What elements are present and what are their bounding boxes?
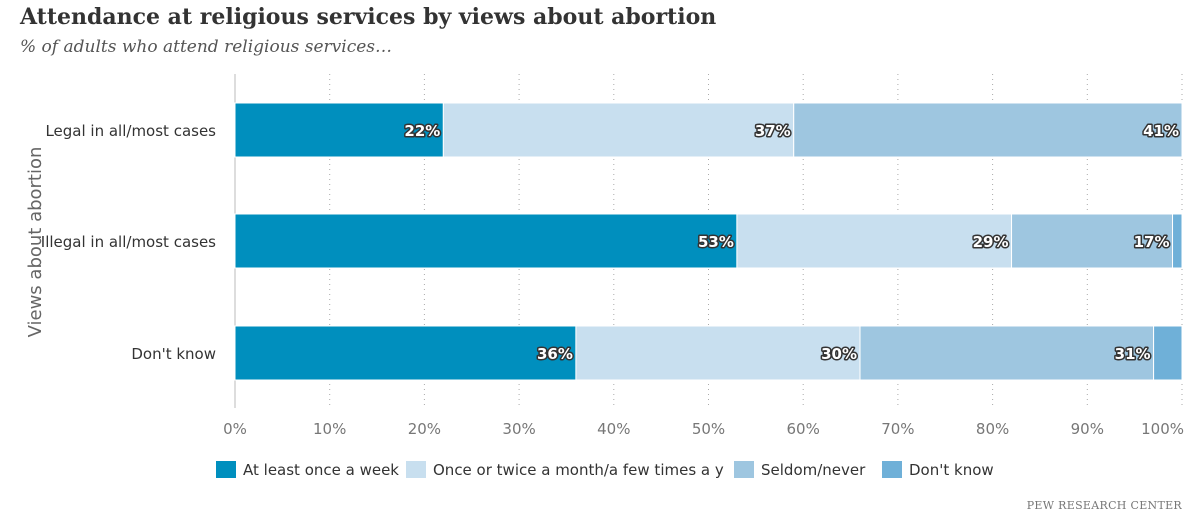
- legend-swatch: [406, 461, 426, 478]
- x-tick-label: 20%: [408, 420, 441, 438]
- category-label: Don't know: [131, 345, 216, 363]
- legend: At least once a week Once or twice a mont…: [216, 461, 994, 479]
- x-tick-label: 80%: [976, 420, 1009, 438]
- bar-segment: [736, 213, 1013, 269]
- x-tick-label: 0%: [223, 420, 247, 438]
- x-tick-label: 100%: [1141, 420, 1184, 438]
- bar-segment: [234, 213, 738, 269]
- data-label: 41%: [1143, 122, 1179, 140]
- bar-segment: [793, 102, 1183, 158]
- data-label: 29%: [973, 233, 1009, 251]
- bar-segment: [859, 325, 1155, 381]
- x-tick-label: 90%: [1071, 420, 1104, 438]
- y-axis-title: Views about abortion: [25, 147, 46, 338]
- data-labels: 22% 37% 41% 53% 29% 17% 36% 30% 31%: [403, 121, 1181, 365]
- x-tick-label: 50%: [692, 420, 725, 438]
- x-tick-label: 70%: [881, 420, 914, 438]
- legend-label: At least once a week: [243, 461, 399, 479]
- category-label: Illegal in all/most cases: [41, 233, 216, 251]
- data-label: 31%: [1115, 345, 1151, 363]
- data-label: 30%: [821, 345, 857, 363]
- data-label: 22%: [404, 122, 440, 140]
- source-credit: PEW RESEARCH CENTER: [1026, 499, 1182, 512]
- chart-title: Attendance at religious services by view…: [20, 4, 717, 30]
- bar-segment: [1011, 213, 1174, 269]
- bar-segment: [442, 102, 795, 158]
- bars: [234, 102, 1183, 381]
- data-label: 37%: [755, 122, 791, 140]
- category-labels: Legal in all/most cases Illegal in all/mo…: [41, 122, 216, 363]
- data-label: 36%: [537, 345, 573, 363]
- x-tick-label: 30%: [502, 420, 535, 438]
- chart-subtitle: % of adults who attend religious service…: [20, 37, 393, 57]
- legend-label: Once or twice a month/a few times a y: [433, 461, 724, 479]
- legend-swatch: [734, 461, 754, 478]
- legend-label: Don't know: [909, 461, 994, 479]
- x-tick-label: 40%: [597, 420, 630, 438]
- category-label: Legal in all/most cases: [45, 122, 216, 140]
- bar-segment: [234, 325, 577, 381]
- x-tick-label: 10%: [313, 420, 346, 438]
- bar-segment: [234, 102, 444, 158]
- x-tick-label: 60%: [787, 420, 820, 438]
- bar-segment: [575, 325, 861, 381]
- legend-label: Seldom/never: [761, 461, 866, 479]
- legend-swatch: [216, 461, 236, 478]
- x-tick-labels: 0% 10% 20% 30% 40% 50% 60% 70% 80% 90% 100%: [223, 420, 1184, 438]
- bar-segment: [1153, 325, 1183, 381]
- bar-segment: [1172, 213, 1183, 269]
- legend-swatch: [882, 461, 902, 478]
- data-label: 17%: [1134, 233, 1170, 251]
- data-label: 53%: [698, 233, 734, 251]
